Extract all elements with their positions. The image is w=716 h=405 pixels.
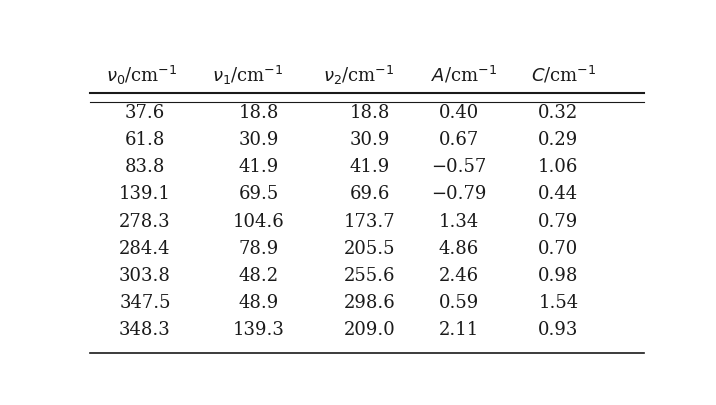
Text: 41.9: 41.9: [238, 158, 279, 176]
Text: 48.9: 48.9: [238, 294, 279, 311]
Text: 0.93: 0.93: [538, 321, 579, 339]
Text: 104.6: 104.6: [233, 212, 285, 230]
Text: −0.57: −0.57: [431, 158, 486, 176]
Text: 4.86: 4.86: [438, 239, 478, 257]
Text: 18.8: 18.8: [349, 104, 390, 122]
Text: 0.79: 0.79: [538, 212, 579, 230]
Text: 69.5: 69.5: [238, 185, 279, 203]
Text: 0.98: 0.98: [538, 266, 579, 284]
Text: 48.2: 48.2: [238, 266, 279, 284]
Text: 0.67: 0.67: [438, 131, 478, 149]
Text: 173.7: 173.7: [344, 212, 395, 230]
Text: 0.40: 0.40: [438, 104, 478, 122]
Text: 347.5: 347.5: [120, 294, 170, 311]
Text: −0.79: −0.79: [431, 185, 486, 203]
Text: $\nu_1$/cm$^{-1}$: $\nu_1$/cm$^{-1}$: [212, 64, 283, 87]
Text: $\nu_2$/cm$^{-1}$: $\nu_2$/cm$^{-1}$: [322, 64, 394, 87]
Text: $A$/cm$^{-1}$: $A$/cm$^{-1}$: [431, 64, 497, 85]
Text: $C$/cm$^{-1}$: $C$/cm$^{-1}$: [531, 64, 596, 85]
Text: 1.06: 1.06: [538, 158, 579, 176]
Text: 303.8: 303.8: [119, 266, 171, 284]
Text: 0.70: 0.70: [538, 239, 579, 257]
Text: $\nu_0$/cm$^{-1}$: $\nu_0$/cm$^{-1}$: [106, 64, 178, 87]
Text: 41.9: 41.9: [349, 158, 390, 176]
Text: 284.4: 284.4: [120, 239, 170, 257]
Text: 2.11: 2.11: [438, 321, 478, 339]
Text: 255.6: 255.6: [344, 266, 395, 284]
Text: 0.29: 0.29: [538, 131, 579, 149]
Text: 2.46: 2.46: [438, 266, 478, 284]
Text: 0.32: 0.32: [538, 104, 579, 122]
Text: 18.8: 18.8: [238, 104, 279, 122]
Text: 0.59: 0.59: [438, 294, 478, 311]
Text: 78.9: 78.9: [238, 239, 279, 257]
Text: 30.9: 30.9: [349, 131, 390, 149]
Text: 298.6: 298.6: [344, 294, 396, 311]
Text: 0.44: 0.44: [538, 185, 579, 203]
Text: 139.1: 139.1: [119, 185, 171, 203]
Text: 1.54: 1.54: [538, 294, 579, 311]
Text: 348.3: 348.3: [119, 321, 171, 339]
Text: 139.3: 139.3: [233, 321, 285, 339]
Text: 1.34: 1.34: [438, 212, 478, 230]
Text: 205.5: 205.5: [344, 239, 395, 257]
Text: 30.9: 30.9: [238, 131, 279, 149]
Text: 37.6: 37.6: [125, 104, 165, 122]
Text: 209.0: 209.0: [344, 321, 396, 339]
Text: 69.6: 69.6: [349, 185, 390, 203]
Text: 83.8: 83.8: [125, 158, 165, 176]
Text: 61.8: 61.8: [125, 131, 165, 149]
Text: 278.3: 278.3: [119, 212, 171, 230]
